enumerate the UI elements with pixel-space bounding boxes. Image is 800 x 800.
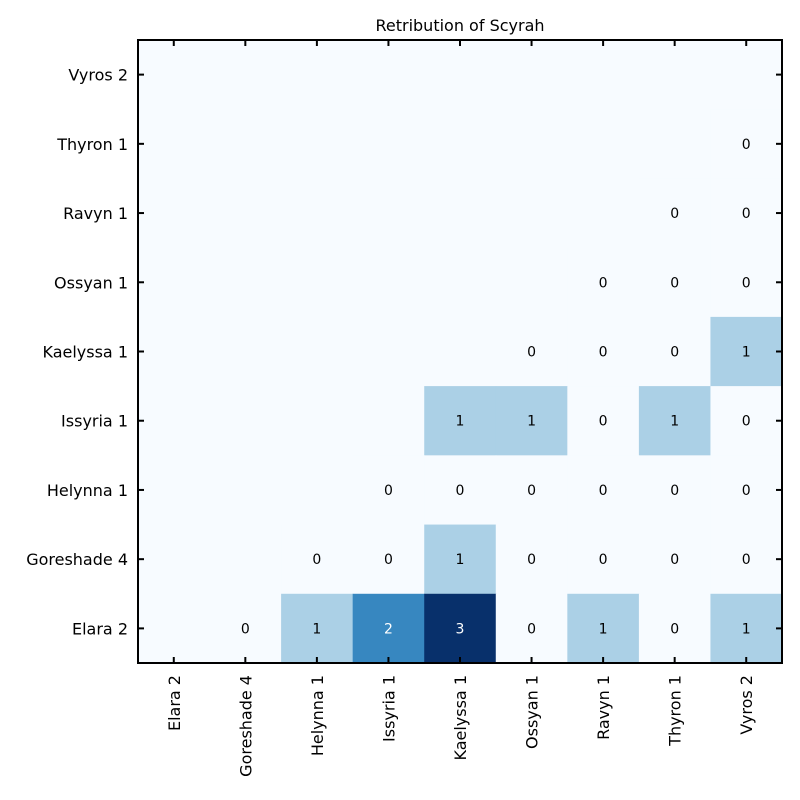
cell-value-label: 0	[527, 552, 536, 568]
cell-value-label: 0	[742, 414, 751, 430]
x-tick-label: Vyros 2	[737, 675, 756, 735]
heatmap-cell	[352, 593, 425, 664]
heatmap-cell	[710, 247, 783, 318]
cell-value-label: 2	[384, 621, 393, 637]
x-tick-label: Ossyan 1	[523, 675, 542, 749]
heatmap-cell	[495, 386, 568, 456]
heatmap-cell	[495, 524, 568, 595]
x-tick-label: Ravyn 1	[594, 675, 613, 740]
y-tick-label: Ravyn 1	[63, 204, 128, 223]
heatmap-cell	[638, 455, 711, 526]
cell-value-label: 0	[599, 552, 608, 568]
cell-value-label: 0	[742, 552, 751, 568]
x-tick-label: Helynna 1	[308, 675, 327, 756]
cell-value-label: 0	[670, 206, 679, 222]
cell-value-label: 0	[670, 345, 679, 361]
x-tick-label: Issyria 1	[379, 675, 398, 742]
cell-value-label: 1	[312, 621, 321, 637]
cell-value-label: 0	[527, 621, 536, 637]
plot-frame	[137, 39, 783, 664]
heatmap-cell	[710, 524, 783, 595]
cell-value-label: 0	[670, 483, 679, 499]
cell-value-label: 0	[456, 483, 465, 499]
x-tick-label: Thyron 1	[666, 675, 685, 747]
cell-value-label: 1	[742, 621, 751, 637]
cell-value-label: 0	[599, 414, 608, 430]
heatmap-cell	[638, 316, 711, 387]
heatmap-cell	[710, 593, 783, 664]
cell-value-label: 0	[742, 206, 751, 222]
cell-value-label: 0	[742, 275, 751, 291]
heatmap-cell	[567, 247, 640, 318]
cell-value-label: 0	[312, 552, 321, 568]
x-tick-label: Kaelyssa 1	[451, 675, 470, 761]
x-axis-labels: Elara 2 Goreshade 4 Helynna 1 Issyria 1 Kael…	[165, 675, 756, 777]
cell-value-label: 0	[742, 483, 751, 499]
heatmap-cell	[638, 247, 711, 318]
heatmap-cell	[424, 524, 497, 595]
cell-value-label: 0	[384, 483, 393, 499]
cell-value-label: 1	[742, 345, 751, 361]
y-tick-label: Thyron 1	[56, 135, 128, 154]
heatmap-cell	[495, 316, 568, 387]
y-tick-label: Kaelyssa 1	[42, 343, 128, 362]
heatmap-cell	[638, 524, 711, 595]
x-tick-label: Goreshade 4	[236, 675, 255, 777]
heatmap-cell	[495, 593, 568, 664]
heatmap-cell	[495, 455, 568, 526]
heatmap-cell	[567, 593, 640, 664]
cell-value-label: 0	[384, 552, 393, 568]
heatmap-cell	[567, 386, 640, 456]
heatmap-cell	[209, 593, 282, 664]
heatmap-cell	[710, 386, 783, 456]
heatmap-cell	[424, 593, 497, 664]
heatmap-cell	[567, 316, 640, 387]
y-tick-label: Vyros 2	[68, 66, 128, 85]
cell-value-label: 3	[456, 621, 465, 637]
heatmap-cell	[638, 178, 711, 249]
heatmap-cell	[638, 593, 711, 664]
cell-value-label: 1	[456, 414, 465, 430]
y-tick-label: Issyria 1	[61, 412, 128, 431]
heatmap-cell	[352, 455, 425, 526]
heatmap-cell	[567, 455, 640, 526]
cell-value-label: 0	[742, 137, 751, 153]
x-tick-label: Elara 2	[165, 675, 184, 731]
heatmap-cell	[710, 455, 783, 526]
heatmap-cell	[710, 316, 783, 387]
cell-value-label: 1	[670, 414, 679, 430]
heatmap-cell	[281, 524, 354, 595]
cell-value-label: 1	[456, 552, 465, 568]
heatmap-cell	[424, 386, 497, 456]
cell-value-label: 0	[670, 621, 679, 637]
heatmap-cells: 0 0 0 0 0 0 0 0 0 1 1 1 0 1 0 0 0 0 0 0 0 0 0 1 0 0 0 0 0 1 2 3 0 1 0 1	[138, 40, 783, 664]
heatmap-cell	[710, 178, 783, 249]
cell-value-label: 0	[527, 483, 536, 499]
y-tick-label: Elara 2	[72, 619, 128, 638]
heatmap-cell	[567, 524, 640, 595]
cell-value-label: 0	[670, 552, 679, 568]
heatmap-cell	[424, 455, 497, 526]
cell-value-label: 1	[599, 621, 608, 637]
heatmap-cell	[352, 524, 425, 595]
heatmap-cell	[638, 386, 711, 456]
cell-value-label: 0	[599, 345, 608, 361]
y-tick-label: Goreshade 4	[26, 550, 128, 569]
heatmap-cell	[281, 593, 354, 664]
heatmap-cell	[710, 109, 783, 179]
y-axis-labels: Vyros 2 Thyron 1 Ravyn 1 Ossyan 1 Kaelyssa 1…	[26, 66, 128, 639]
chart-title: Retribution of Scyrah	[375, 16, 544, 35]
cell-value-label: 0	[599, 483, 608, 499]
y-tick-label: Ossyan 1	[54, 273, 128, 292]
cell-value-label: 1	[527, 414, 536, 430]
cell-value-label: 0	[599, 275, 608, 291]
cell-value-label: 0	[670, 275, 679, 291]
cell-value-label: 0	[527, 345, 536, 361]
cell-value-label: 0	[241, 621, 250, 637]
y-tick-label: Helynna 1	[47, 481, 128, 500]
